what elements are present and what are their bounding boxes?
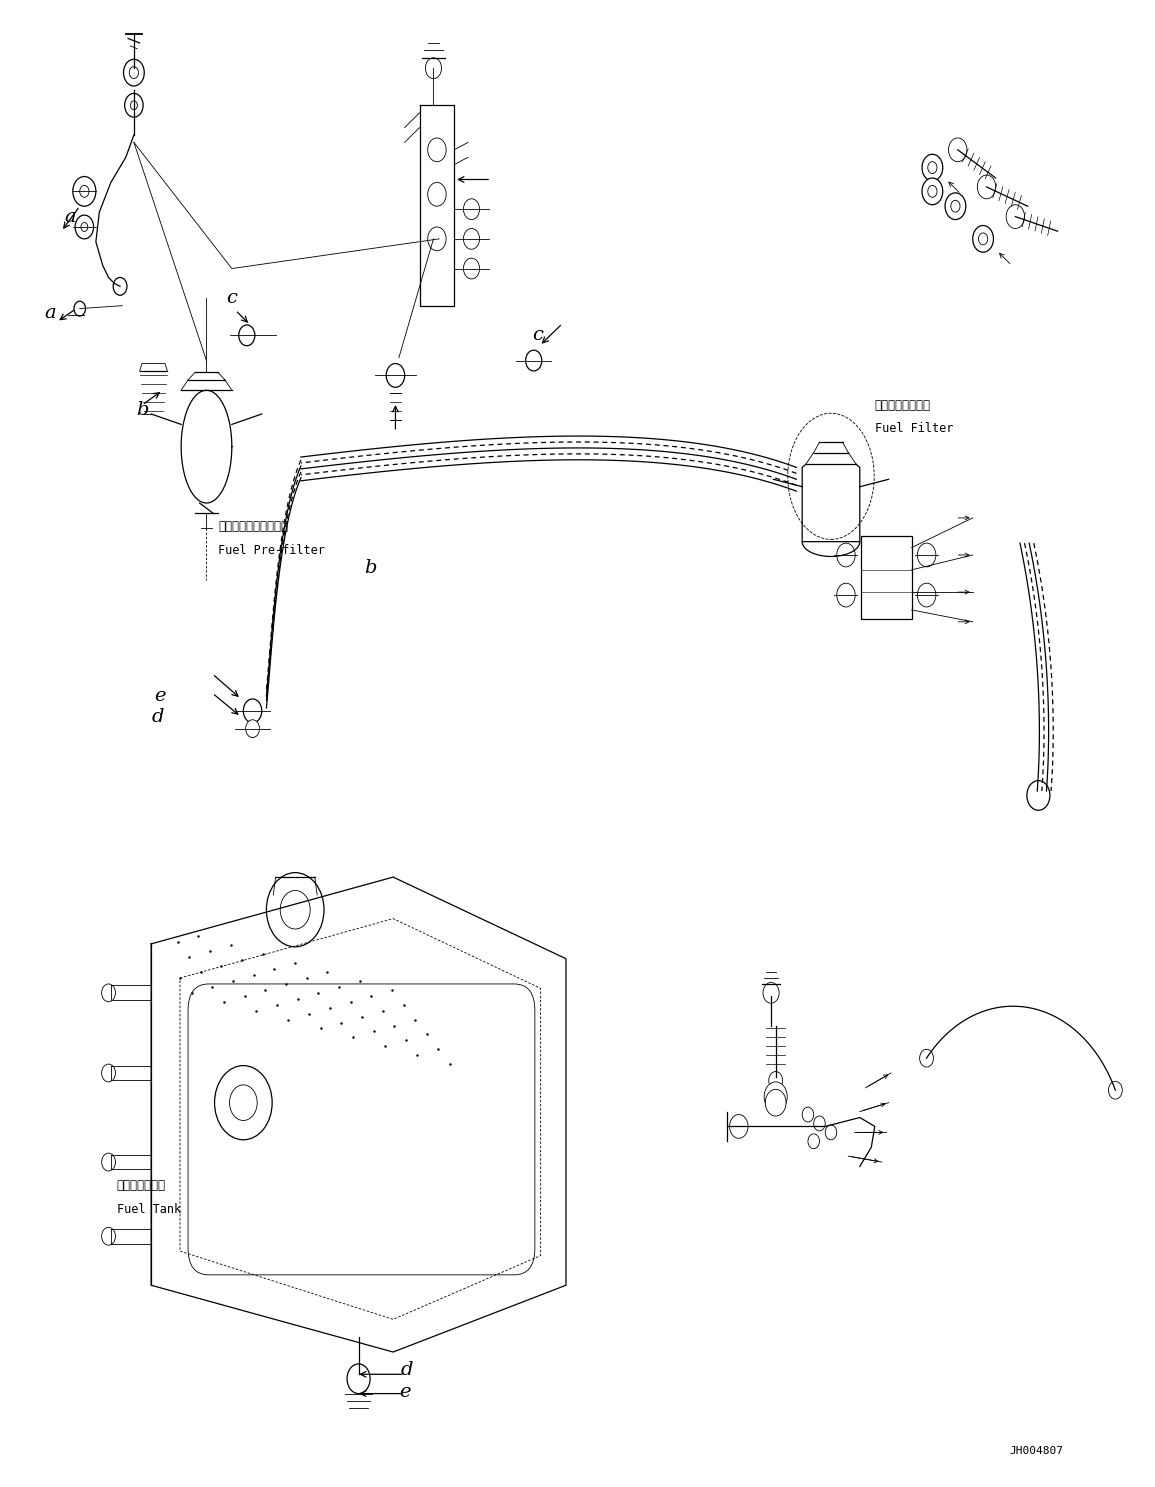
Text: c: c [226,290,237,308]
Text: b: b [364,559,377,577]
Text: b: b [135,400,148,418]
Circle shape [765,1083,788,1112]
Circle shape [922,178,942,205]
Circle shape [766,1090,787,1117]
Circle shape [230,1086,258,1121]
Circle shape [74,302,85,317]
Circle shape [281,891,311,929]
Circle shape [125,94,143,117]
Circle shape [769,1072,783,1090]
Text: d: d [401,1361,413,1378]
Circle shape [427,138,446,162]
Circle shape [425,58,441,79]
Bar [860,535,911,619]
Text: Fuel Tank: Fuel Tank [117,1203,180,1216]
Text: フュエルフィルタ: フュエルフィルタ [874,399,931,412]
Circle shape [814,1117,825,1132]
Circle shape [113,278,127,296]
Circle shape [239,326,255,346]
Circle shape [427,228,446,251]
Circle shape [102,1065,116,1083]
Circle shape [1109,1081,1123,1099]
Circle shape [244,699,262,723]
Circle shape [246,720,260,738]
Text: e: e [155,687,166,705]
Circle shape [922,155,942,181]
Text: JH004807: JH004807 [1009,1447,1064,1456]
Circle shape [927,162,937,174]
Circle shape [102,1152,116,1170]
Circle shape [129,67,139,79]
Text: Fuel Pre-filter: Fuel Pre-filter [218,544,325,558]
Circle shape [945,193,966,220]
Circle shape [917,543,936,567]
Circle shape [131,101,137,110]
Circle shape [463,229,479,250]
Circle shape [772,1091,781,1103]
Circle shape [386,363,404,387]
Circle shape [346,1364,370,1393]
Text: c: c [531,326,543,345]
Text: a: a [44,303,55,323]
Circle shape [102,984,116,1002]
Circle shape [124,59,144,86]
Circle shape [1006,205,1024,229]
Circle shape [917,583,936,607]
Circle shape [836,543,855,567]
Circle shape [102,1227,116,1245]
Circle shape [730,1115,748,1139]
Circle shape [763,983,780,1004]
Circle shape [73,177,96,207]
Circle shape [808,1135,819,1148]
Text: Fuel Filter: Fuel Filter [874,422,953,436]
Circle shape [75,216,94,239]
Ellipse shape [788,413,874,540]
Circle shape [919,1050,933,1068]
Text: フュエルプレフィルタ: フュエルプレフィルタ [218,520,288,534]
Circle shape [973,226,993,253]
Circle shape [951,201,960,213]
Circle shape [836,583,855,607]
Circle shape [1027,781,1050,810]
Circle shape [825,1126,836,1141]
Text: e: e [398,1383,410,1401]
Circle shape [977,175,996,199]
Circle shape [948,138,967,162]
Circle shape [463,259,479,280]
Circle shape [927,186,937,198]
Circle shape [81,223,88,232]
Circle shape [803,1108,814,1123]
Circle shape [80,186,89,198]
Circle shape [463,199,479,220]
Circle shape [267,873,325,947]
Circle shape [427,183,446,207]
Circle shape [215,1066,273,1141]
Circle shape [526,349,542,370]
Circle shape [978,233,988,245]
Text: d: d [151,708,164,726]
Text: フュエルタンク: フュエルタンク [117,1179,165,1193]
Text: a: a [65,208,76,226]
